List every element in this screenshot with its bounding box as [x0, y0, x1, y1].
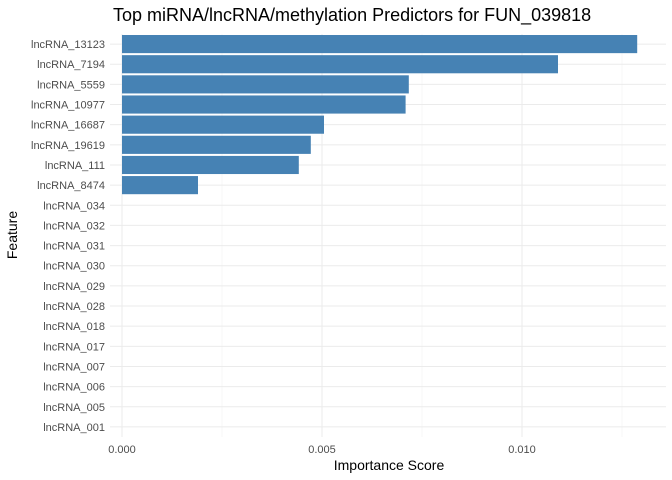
y-tick-label: lncRNA_7194	[37, 59, 105, 71]
y-tick-label: lncRNA_032	[43, 220, 105, 232]
y-tick-label: lncRNA_005	[43, 402, 105, 414]
y-tick-label: lncRNA_030	[43, 261, 105, 273]
y-tick-label: lncRNA_028	[43, 301, 105, 313]
bars	[122, 35, 638, 195]
chart-title: Top miRNA/lncRNA/methylation Predictors …	[113, 5, 591, 26]
bar-lncrna-19619	[122, 135, 311, 154]
bar-lncrna-16687	[122, 115, 324, 134]
y-tick-label: lncRNA_19619	[31, 140, 105, 152]
y-tick-label: lncRNA_034	[43, 200, 105, 212]
y-tick-label: lncRNA_10977	[31, 100, 105, 112]
y-tick-label: lncRNA_111	[45, 160, 105, 172]
x-tick-labels: 0.000 0.005 0.010	[108, 444, 536, 456]
x-tick-label: 0.000	[108, 444, 136, 456]
y-tick-label: lncRNA_031	[43, 241, 105, 253]
bar-lncrna-10977	[122, 95, 406, 114]
y-tick-label: lncRNA_001	[43, 422, 105, 434]
grid-lines	[110, 34, 666, 437]
bar-lncrna-13123	[122, 35, 638, 54]
y-tick-label: lncRNA_8474	[37, 180, 105, 192]
x-tick-label: 0.005	[308, 444, 336, 456]
bar-lncrna-7194	[122, 55, 558, 74]
x-axis-title: Importance Score	[334, 457, 445, 473]
bar-lncrna-8474	[122, 176, 198, 195]
y-axis-title: Feature	[4, 211, 20, 259]
y-tick-label: lncRNA_018	[43, 321, 105, 333]
y-tick-label: lncRNA_007	[43, 361, 105, 373]
y-tick-label: lncRNA_16687	[31, 120, 105, 132]
y-tick-label: lncRNA_5559	[37, 79, 105, 91]
y-tick-label: lncRNA_13123	[31, 39, 105, 51]
bar-lncrna-5559	[122, 75, 409, 94]
bar-lncrna-111	[122, 155, 299, 175]
y-tick-label: lncRNA_017	[43, 341, 105, 353]
x-tick-label: 0.010	[508, 444, 536, 456]
y-tick-labels: lncRNA_13123 lncRNA_7194 lncRNA_5559 lncRNA…	[31, 39, 105, 434]
y-tick-label: lncRNA_006	[43, 382, 105, 394]
y-tick-label: lncRNA_029	[43, 281, 105, 293]
